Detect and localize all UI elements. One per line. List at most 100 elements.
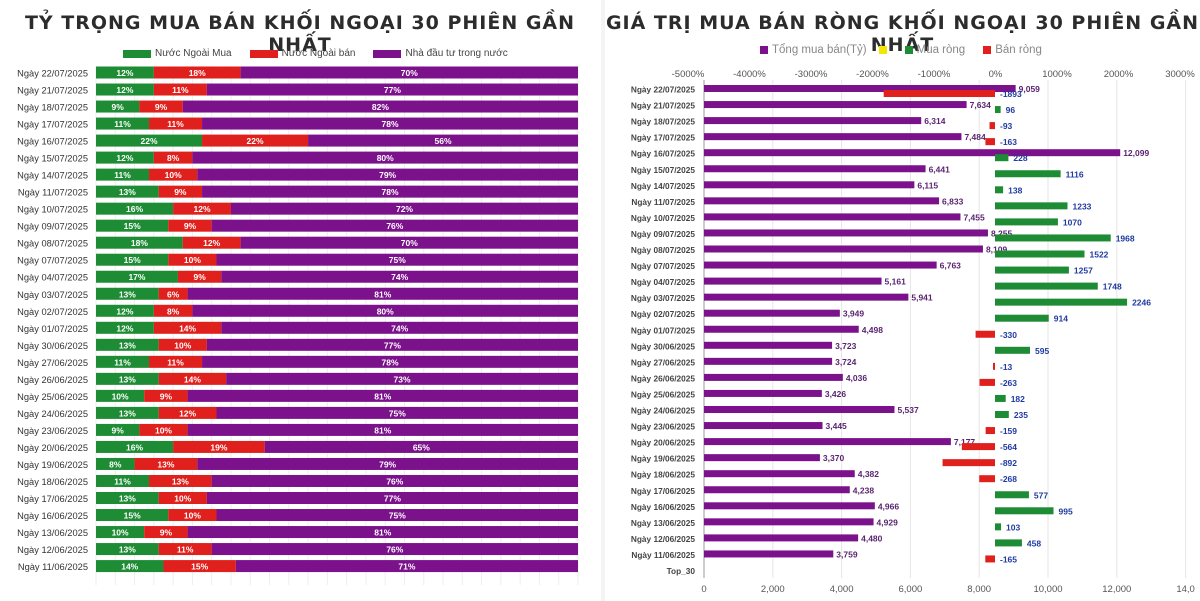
total-bar [704, 454, 820, 462]
total-label: 3,370 [823, 453, 845, 463]
category-label: Ngày 16/07/2025 [17, 137, 88, 147]
category-label: Ngày 23/06/2025 [17, 426, 88, 436]
net-buy-bar [995, 314, 1049, 322]
total-bar [704, 117, 922, 125]
data-label: 81% [374, 289, 391, 299]
data-label: 11% [114, 476, 131, 486]
bar-segment [206, 338, 579, 351]
net-sell-bar [985, 555, 995, 563]
data-label: 56% [435, 136, 452, 146]
data-label: 11% [167, 119, 184, 129]
net-label: 96 [1006, 105, 1016, 115]
net-label: 235 [1014, 410, 1028, 420]
bar-segment [240, 66, 578, 79]
bar-segment [96, 457, 135, 470]
bar-segment [158, 287, 188, 300]
data-label: 16% [126, 204, 143, 214]
legend-item-net-sell: Bán ròng [983, 44, 1042, 56]
data-label: 76% [386, 221, 403, 231]
bar-segment [187, 287, 578, 300]
net-label: 914 [1054, 314, 1068, 324]
bar-segment [96, 492, 159, 504]
net-label: 182 [1011, 394, 1025, 404]
net-buy-bar [995, 170, 1061, 178]
category-label: Ngày 09/07/2025 [17, 222, 88, 232]
category-label: Ngày 17/06/2025 [631, 486, 696, 496]
data-label: 19% [210, 442, 227, 452]
net-label: -93 [1000, 121, 1013, 131]
total-bar [704, 389, 822, 397]
total-bar [704, 518, 874, 526]
net-buy-bar [995, 394, 1006, 402]
data-label: 76% [386, 545, 403, 555]
bar-segment [96, 253, 169, 266]
data-label: 12% [194, 204, 211, 214]
bar-segment [202, 117, 579, 130]
total-label: 4,966 [878, 501, 900, 511]
net-sell-bar [942, 459, 995, 467]
data-label: 22% [141, 136, 158, 146]
category-label: Ngày 23/06/2025 [631, 422, 696, 432]
data-label: 10% [155, 425, 172, 435]
legend-item-foreign-buy: Nước Ngoài Mua [123, 48, 232, 59]
data-label: 6% [167, 289, 180, 299]
net-label: 103 [1006, 522, 1020, 532]
top-tick-label: -4000% [733, 69, 766, 80]
bar-segment [192, 151, 578, 164]
data-label: 74% [391, 323, 408, 333]
bar-segment [96, 543, 159, 556]
total-bar [704, 341, 833, 349]
bar-segment [173, 440, 265, 453]
bar-segment [230, 202, 578, 215]
net-label: -892 [1000, 458, 1017, 468]
total-bar [704, 550, 834, 558]
bar-segment [96, 287, 159, 300]
x-tick-label: 8,000 [967, 584, 991, 595]
right-chart-panel: GIÁ TRỊ MUA BÁN RÒNG KHỐI NGOẠI 30 PHIÊN… [605, 0, 1200, 601]
total-bar [704, 534, 859, 542]
total-label: 3,723 [835, 341, 857, 351]
net-sell-bar [985, 427, 995, 435]
bar-segment [96, 100, 140, 113]
bar-segment [153, 83, 207, 96]
category-label: Ngày 18/07/2025 [631, 117, 696, 127]
data-label: 70% [401, 238, 418, 248]
data-label: 74% [391, 272, 408, 282]
total-bar [704, 101, 967, 109]
bar-segment [158, 543, 212, 556]
left-chart-legend: Nước Ngoài Mua Nước Ngoài bán Nhà đầu tư… [123, 48, 508, 59]
data-label: 13% [172, 476, 189, 486]
net-buy-bar [995, 523, 1002, 531]
category-label: Ngày 16/06/2025 [631, 502, 696, 512]
data-label: 10% [174, 340, 191, 350]
bar-segment [96, 202, 174, 215]
category-label: Ngày 25/06/2025 [17, 392, 88, 402]
bar-segment [96, 440, 174, 453]
bar-segment [96, 406, 159, 419]
net-label: 1522 [1089, 250, 1108, 260]
data-label: 17% [128, 272, 145, 282]
bar-segment [96, 509, 169, 522]
category-label: Ngày 18/07/2025 [17, 103, 88, 113]
bar-segment [153, 151, 193, 164]
total-label: 3,445 [826, 421, 848, 431]
data-label: 78% [382, 357, 399, 367]
category-label: Top_30 [667, 566, 696, 576]
data-label: 15% [124, 511, 141, 521]
bar-segment [96, 372, 159, 385]
data-label: 80% [377, 153, 394, 163]
total-label: 3,426 [825, 389, 847, 399]
data-label: 18% [131, 238, 148, 248]
net-label: -1893 [1000, 89, 1022, 99]
data-label: 70% [401, 68, 418, 78]
total-bar [704, 309, 840, 317]
net-buy-bar [995, 346, 1030, 354]
bar-segment [168, 219, 212, 232]
total-bar [704, 293, 909, 301]
data-label: 8% [167, 153, 180, 163]
total-bar [704, 133, 962, 141]
total-bar [704, 85, 1016, 92]
top-tick-label: 0% [989, 69, 1003, 80]
category-label: Ngày 16/07/2025 [631, 149, 696, 159]
category-label: Ngày 07/07/2025 [17, 256, 88, 266]
